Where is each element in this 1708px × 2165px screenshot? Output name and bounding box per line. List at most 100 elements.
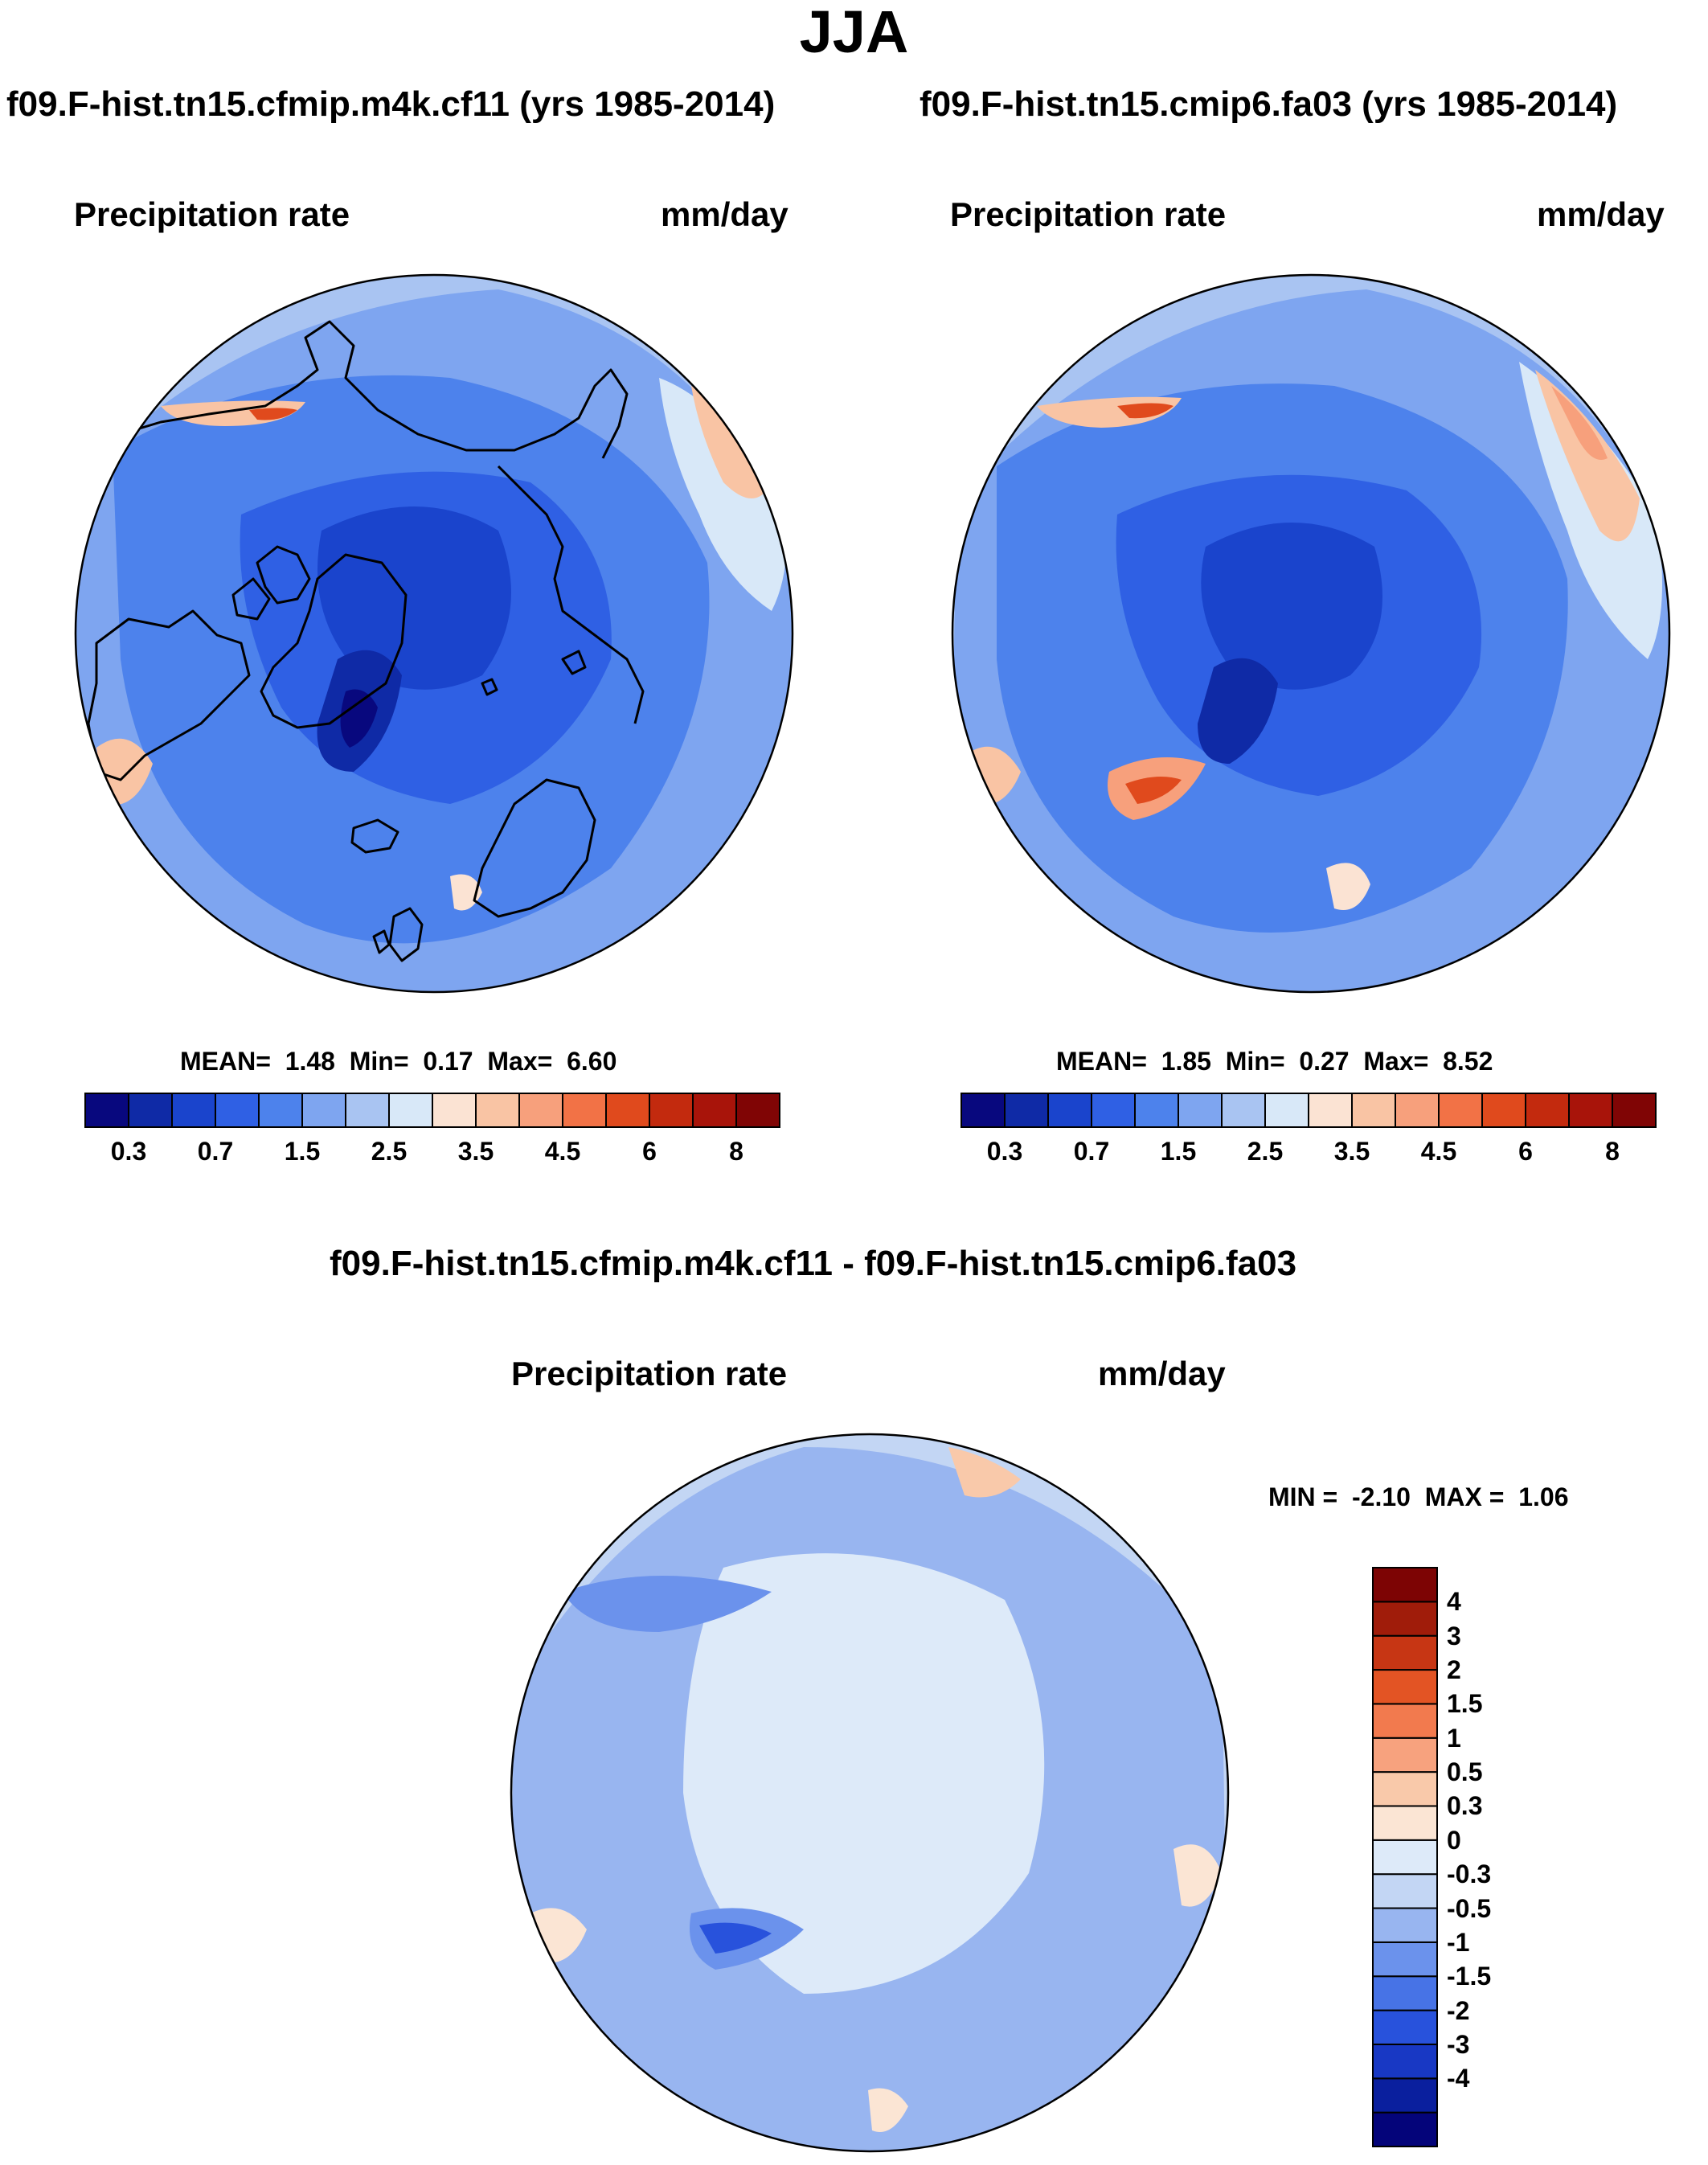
panel-3-colorbar-box: [1372, 1771, 1438, 1807]
panel-3-colorbar-box: [1372, 1669, 1438, 1705]
panel-3-colorbar-tick-label: 1: [1447, 1723, 1461, 1753]
panel-2-min-label: Min=: [1225, 1047, 1285, 1076]
panel-3-min-value: -2.10: [1352, 1482, 1411, 1511]
panel-1-colorbar-box: [562, 1093, 607, 1128]
panel-1-stats: MEAN= 1.48 Min= 0.17 Max= 6.60: [180, 1045, 616, 1077]
panel-3-colorbar-tick-label: 1.5: [1447, 1689, 1483, 1719]
panel-3-min-label: MIN =: [1268, 1482, 1338, 1511]
panel-3-colorbar-box: [1372, 1941, 1438, 1978]
panel-3-colorbar-box: [1372, 1907, 1438, 1943]
panel-3-colorbar-tick-label: -4: [1447, 2064, 1470, 2093]
panel-3-colorbar-box: [1372, 2043, 1438, 2080]
panel-2-colorbar-tick-label: 2.5: [1247, 1137, 1284, 1166]
panel-3-map: [510, 1433, 1230, 2153]
panel-3-colorbar-tick-label: 0: [1447, 1825, 1461, 1855]
panel-1-colorbar-box: [735, 1093, 780, 1128]
panel-3-colorbar-tick-label: 2: [1447, 1655, 1461, 1685]
panel-2-max-label: Max=: [1363, 1047, 1429, 1076]
panel-2-variable-label: Precipitation rate: [950, 195, 1227, 233]
panel-2-colorbar-box: [1395, 1093, 1440, 1128]
panel-2-title: f09.F-hist.tn15.cmip6.fa03 (yrs 1985-201…: [920, 84, 1618, 124]
panel-1-colorbar-box: [475, 1093, 520, 1128]
panel-2-colorbar-box: [1308, 1093, 1353, 1128]
panel-2-colorbar-box: [1221, 1093, 1266, 1128]
panel-3-colorbar-tick-label: -0.5: [1447, 1893, 1492, 1923]
panel-2-map: [951, 273, 1671, 994]
panel-3-colorbar-tick-label: 3: [1447, 1621, 1461, 1650]
panel-1-colorbar-box: [345, 1093, 390, 1128]
panel-1-colorbar-box: [301, 1093, 346, 1128]
panel-1-title: f09.F-hist.tn15.cfmip.m4k.cf11 (yrs 1985…: [6, 84, 776, 124]
panel-1-colorbar-tick-label: 1.5: [284, 1137, 321, 1166]
panel-3-colorbar-tick-label: 0.3: [1447, 1791, 1483, 1821]
panel-3-colorbar-tick-label: -0.3: [1447, 1860, 1492, 1889]
panel-2-colorbar: [960, 1093, 1657, 1128]
panel-2-colorbar-tick-label: 1.5: [1160, 1137, 1197, 1166]
panel-1-colorbar-box: [215, 1093, 260, 1128]
panel-3-colorbar-box: [1372, 1601, 1438, 1637]
panel-3-units-label: mm/day: [1098, 1355, 1226, 1392]
panel-1-colorbar-tick-label: 2.5: [371, 1137, 408, 1166]
panel-2-colorbar-tick-label: 0.7: [1073, 1137, 1110, 1166]
panel-1-colorbar-tick-label: 0.7: [197, 1137, 234, 1166]
panel-1-colorbar-box: [128, 1093, 173, 1128]
panel-3-colorbar-box: [1372, 1805, 1438, 1841]
panel-3-stats: MIN = -2.10 MAX = 1.06: [1268, 1481, 1568, 1513]
panel-3-colorbar-box: [1372, 2111, 1438, 2147]
panel-2-colorbar-box: [1047, 1093, 1092, 1128]
panel-1-colorbar-box: [692, 1093, 737, 1128]
panel-1-max-label: Max=: [487, 1047, 553, 1076]
panel-3-colorbar-box: [1372, 1975, 1438, 2011]
panel-2-colorbar-box: [1264, 1093, 1309, 1128]
panel-3-colorbar-box: [1372, 1839, 1438, 1876]
panel-1-colorbar-box: [432, 1093, 477, 1128]
panel-2-colorbar-box: [1438, 1093, 1483, 1128]
panel-1-map: [74, 273, 794, 994]
panel-3-colorbar: [1372, 1567, 1438, 2147]
panel-1-variable-label: Precipitation rate: [74, 195, 350, 233]
panel-3-colorbar-box: [1372, 2009, 1438, 2045]
panel-3-colorbar-tick-label: 0.5: [1447, 1757, 1483, 1787]
panel-1-colorbar-box: [605, 1093, 650, 1128]
panel-2-colorbar-box: [1351, 1093, 1396, 1128]
panel-1-max-value: 6.60: [567, 1047, 617, 1076]
panel-1-colorbar-box: [258, 1093, 303, 1128]
panel-2-colorbar-box: [1004, 1093, 1049, 1128]
panel-2-colorbar-tick-label: 4.5: [1420, 1137, 1457, 1166]
panel-1-min-label: Min=: [349, 1047, 409, 1076]
panel-1-colorbar-box: [649, 1093, 694, 1128]
figure-title: JJA: [799, 0, 909, 65]
panel-3-max-label: MAX =: [1424, 1482, 1505, 1511]
panel-1-colorbar-tick-label: 4.5: [544, 1137, 581, 1166]
panel-2-units-label: mm/day: [1537, 195, 1665, 233]
panel-1-colorbar: [84, 1093, 780, 1128]
panel-1-colorbar-box: [518, 1093, 563, 1128]
panel-3-colorbar-tick-label: -1.5: [1447, 1962, 1492, 1991]
panel-2-colorbar-box: [1178, 1093, 1223, 1128]
panel-2-colorbar-box: [1134, 1093, 1179, 1128]
panel-1-min-value: 0.17: [423, 1047, 473, 1076]
panel-2-colorbar-tick-label: 0.3: [986, 1137, 1023, 1166]
panel-3-max-value: 1.06: [1518, 1482, 1569, 1511]
panel-2-colorbar-box: [1481, 1093, 1526, 1128]
panel-2-colorbar-box: [960, 1093, 1006, 1128]
panel-3-colorbar-tick-label: -1: [1447, 1927, 1470, 1957]
panel-2-colorbar-box: [1612, 1093, 1657, 1128]
panel-1-units-label: mm/day: [661, 195, 788, 233]
panel-2-mean-value: 1.85: [1161, 1047, 1211, 1076]
panel-1-colorbar-tick-label: 8: [729, 1137, 743, 1166]
panel-3-colorbar-box: [1372, 1703, 1438, 1739]
panel-3-variable-label: Precipitation rate: [511, 1355, 788, 1392]
panel-1-colorbar-box: [84, 1093, 129, 1128]
panel-1-mean-value: 1.48: [285, 1047, 335, 1076]
panel-3-colorbar-tick-label: -2: [1447, 1995, 1470, 2025]
panel-3-colorbar-box: [1372, 1737, 1438, 1773]
panel-2-colorbar-tick-label: 6: [1518, 1137, 1533, 1166]
panel-2-max-value: 8.52: [1443, 1047, 1493, 1076]
panel-2-colorbar-box: [1091, 1093, 1136, 1128]
panel-3-colorbar-box: [1372, 2077, 1438, 2114]
panel-1-colorbar-box: [388, 1093, 433, 1128]
panel-3-colorbar-box: [1372, 1567, 1438, 1603]
panel-2-colorbar-box: [1525, 1093, 1570, 1128]
